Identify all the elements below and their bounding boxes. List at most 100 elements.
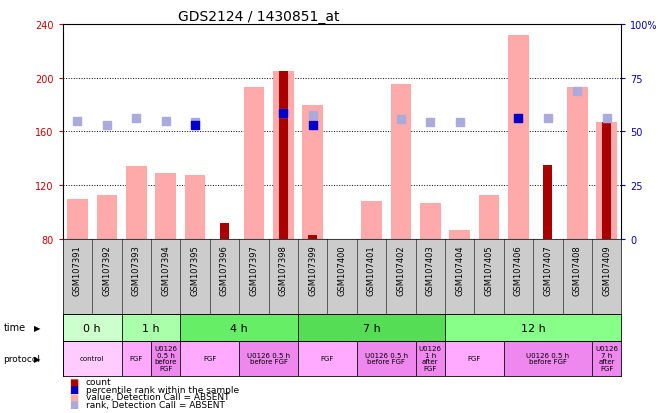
Text: GSM107391: GSM107391 [73, 245, 82, 295]
Text: control: control [80, 355, 104, 361]
Bar [567, 88, 588, 240]
Bar [361, 202, 382, 240]
Bar [97, 195, 117, 240]
Bar [445, 315, 621, 341]
Text: GSM107395: GSM107395 [190, 245, 200, 295]
Bar [279, 72, 288, 240]
Bar [122, 341, 151, 376]
Bar [220, 223, 229, 240]
Bar [185, 175, 206, 240]
Text: ■: ■ [69, 385, 79, 394]
Text: ■: ■ [69, 392, 79, 402]
Text: count: count [86, 377, 112, 387]
Point [161, 118, 171, 125]
Text: U0126 0.5 h
before FGF: U0126 0.5 h before FGF [526, 352, 569, 365]
Bar [420, 203, 440, 240]
Point [572, 89, 582, 95]
Text: GSM107393: GSM107393 [132, 245, 141, 295]
Bar [155, 174, 176, 240]
Point [131, 115, 141, 122]
Text: GSM107403: GSM107403 [426, 245, 435, 295]
Point [307, 113, 318, 119]
Point [307, 122, 318, 129]
Text: GSM107399: GSM107399 [308, 245, 317, 295]
Text: GSM107401: GSM107401 [367, 245, 376, 295]
Text: protocol: protocol [3, 354, 40, 363]
Bar [592, 341, 621, 376]
Point [278, 110, 289, 117]
Point [395, 117, 406, 123]
Bar [151, 341, 180, 376]
Text: GSM107400: GSM107400 [338, 245, 346, 295]
Text: ■: ■ [69, 399, 79, 409]
Bar [122, 315, 180, 341]
Text: U0126 0.5 h
before FGF: U0126 0.5 h before FGF [247, 352, 290, 365]
Bar [508, 36, 529, 240]
Bar [449, 230, 470, 240]
Text: U0126 0.5 h
before FGF: U0126 0.5 h before FGF [365, 352, 408, 365]
Bar [63, 341, 122, 376]
Text: GSM107405: GSM107405 [485, 245, 494, 295]
Bar [244, 88, 264, 240]
Text: rank, Detection Call = ABSENT: rank, Detection Call = ABSENT [86, 400, 225, 409]
Text: GSM107397: GSM107397 [249, 245, 258, 295]
Bar [180, 341, 239, 376]
Point [278, 110, 289, 117]
Bar [298, 341, 357, 376]
Text: GSM107392: GSM107392 [102, 245, 112, 295]
Bar [298, 315, 445, 341]
Bar [416, 341, 445, 376]
Bar [308, 235, 317, 240]
Point [602, 115, 612, 122]
Point [102, 122, 112, 129]
Text: 0 h: 0 h [83, 323, 101, 333]
Text: GSM107408: GSM107408 [572, 245, 582, 295]
Bar [126, 167, 147, 240]
Text: U0126
1 h
after
FGF: U0126 1 h after FGF [419, 346, 442, 371]
Text: GSM107407: GSM107407 [543, 245, 553, 295]
Bar [596, 123, 617, 240]
Text: 1 h: 1 h [142, 323, 160, 333]
Text: time: time [3, 323, 25, 332]
Text: GSM107394: GSM107394 [161, 245, 170, 295]
Bar [273, 72, 293, 240]
Point [454, 119, 465, 126]
Bar [63, 315, 122, 341]
Bar [357, 341, 416, 376]
Text: GSM107402: GSM107402 [397, 245, 405, 295]
Text: FGF: FGF [203, 355, 216, 361]
Text: FGF: FGF [130, 355, 143, 361]
Text: value, Detection Call = ABSENT: value, Detection Call = ABSENT [86, 392, 229, 401]
Text: 4 h: 4 h [230, 323, 248, 333]
Bar [391, 85, 411, 240]
Text: percentile rank within the sample: percentile rank within the sample [86, 385, 239, 394]
Text: GSM107396: GSM107396 [220, 245, 229, 295]
Text: GSM107409: GSM107409 [602, 245, 611, 295]
Text: GSM107398: GSM107398 [279, 245, 288, 295]
Text: 12 h: 12 h [521, 323, 545, 333]
Text: ▶: ▶ [34, 323, 41, 332]
Text: FGF: FGF [468, 355, 481, 361]
Point [543, 115, 553, 122]
Text: ■: ■ [69, 377, 79, 387]
Point [425, 119, 436, 126]
Bar [504, 341, 592, 376]
Text: ▶: ▶ [34, 354, 41, 363]
Bar [543, 166, 553, 240]
Bar [479, 195, 499, 240]
Bar [445, 341, 504, 376]
Point [72, 118, 83, 125]
Text: GDS2124 / 1430851_at: GDS2124 / 1430851_at [178, 10, 339, 24]
Point [190, 119, 200, 126]
Text: U0126
0.5 h
before
FGF: U0126 0.5 h before FGF [154, 346, 177, 371]
Bar [602, 123, 611, 240]
Text: 7 h: 7 h [363, 323, 380, 333]
Bar [239, 341, 298, 376]
Text: GSM107404: GSM107404 [455, 245, 464, 295]
Point [190, 122, 200, 129]
Bar [302, 105, 323, 240]
Bar [180, 315, 298, 341]
Text: GSM107406: GSM107406 [514, 245, 523, 295]
Text: FGF: FGF [321, 355, 334, 361]
Point [513, 115, 524, 122]
